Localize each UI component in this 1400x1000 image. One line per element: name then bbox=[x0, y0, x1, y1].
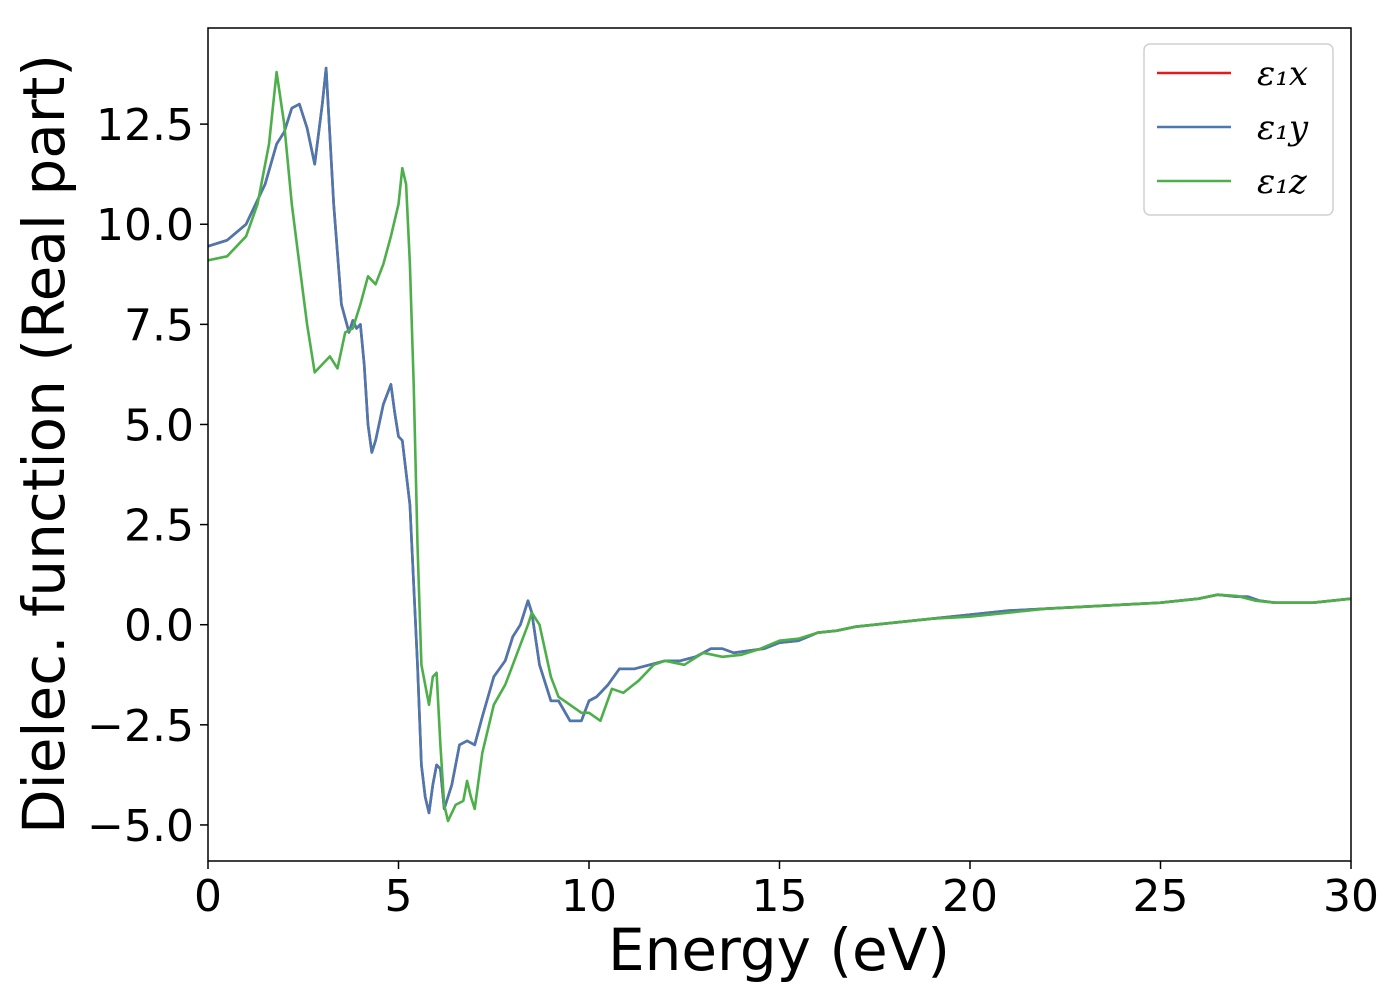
x-tick-label: 20 bbox=[942, 871, 998, 922]
x-tick-label: 5 bbox=[385, 871, 413, 922]
x-tick-label: 30 bbox=[1323, 871, 1379, 922]
x-tick-label: 0 bbox=[194, 871, 222, 922]
y-tick-label: 12.5 bbox=[96, 100, 194, 151]
y-tick-label: 2.5 bbox=[124, 501, 194, 552]
y-axis-title: Dielec. function (Real part) bbox=[10, 54, 78, 834]
legend-label-2: ε₁z bbox=[1257, 162, 1308, 202]
x-axis: 0 5 10 15 20 25 30 bbox=[194, 861, 1379, 922]
y-tick-label: 5.0 bbox=[124, 400, 194, 451]
legend-box bbox=[1143, 43, 1334, 216]
legend: ε₁x ε₁y ε₁z bbox=[1143, 43, 1334, 216]
legend-label-0: ε₁x bbox=[1257, 54, 1308, 94]
y-axis: −5.0 −2.5 0.0 2.5 5.0 7.5 10.0 12.5 bbox=[87, 100, 208, 852]
y-tick-label: 0.0 bbox=[124, 601, 194, 652]
y-tick-label: −2.5 bbox=[87, 701, 194, 752]
y-tick-label: 10.0 bbox=[96, 200, 194, 251]
x-axis-title: Energy (eV) bbox=[608, 916, 950, 984]
y-tick-label: −5.0 bbox=[87, 801, 194, 852]
x-tick-label: 15 bbox=[752, 871, 808, 922]
x-tick-label: 25 bbox=[1133, 871, 1189, 922]
y-tick-label: 7.5 bbox=[124, 300, 194, 351]
legend-label-1: ε₁y bbox=[1257, 108, 1309, 148]
plot-lines bbox=[208, 66, 1351, 823]
x-tick-label: 10 bbox=[561, 871, 617, 922]
series-line-2 bbox=[208, 70, 1351, 823]
